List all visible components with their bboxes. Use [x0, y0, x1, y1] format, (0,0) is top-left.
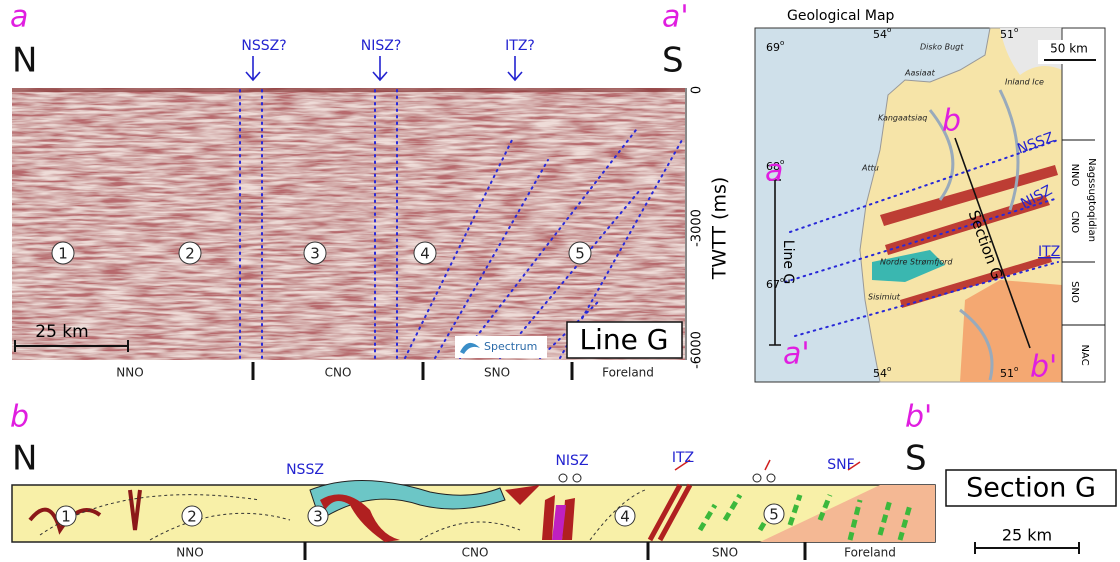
- place-label: Disko Bugt: [920, 43, 964, 52]
- into-plane-symbol: [767, 474, 775, 482]
- figure: a a' N S NSSZ? NISZ? ITZ? 1 2 3 4 5 25 k…: [0, 0, 1120, 562]
- north-label: N: [12, 439, 37, 479]
- legend-terrane: NNO: [1069, 164, 1080, 187]
- zone-label: NISZ?: [361, 38, 402, 54]
- zone-arrows: [246, 56, 522, 80]
- domain-number: 4: [620, 508, 630, 526]
- terrane-label: CNO: [462, 546, 489, 560]
- terrane-label: SNO: [484, 366, 510, 380]
- scale-label: 25 km: [1002, 526, 1052, 545]
- terrane-label: NNO: [176, 546, 203, 560]
- terrane-label: CNO: [325, 366, 352, 380]
- domain-number: 4: [420, 245, 430, 263]
- place-label: Attu: [861, 164, 879, 173]
- line-end-label: a': [783, 337, 810, 372]
- map-panel: Geological Map 69o 68o 67o 54o 51o 54o 5…: [755, 8, 1105, 385]
- lon-num: 54: [873, 28, 887, 41]
- scale-label: 25 km: [35, 322, 88, 342]
- map-title: Geological Map: [787, 8, 895, 24]
- deg-sign: o: [1014, 26, 1018, 34]
- domain-number: 5: [769, 506, 779, 524]
- section-start-label: b: [10, 400, 29, 435]
- legend-terrane: CNO: [1069, 211, 1080, 233]
- north-label: N: [12, 41, 37, 81]
- south-label: S: [905, 439, 927, 479]
- seismic-panel: a a' N S NSSZ? NISZ? ITZ? 1 2 3 4 5 25 k…: [10, 0, 731, 380]
- shape: [508, 56, 522, 80]
- profile-end-label: a': [662, 0, 689, 35]
- deg-sign: o: [887, 365, 891, 373]
- domain-number: 3: [310, 245, 320, 263]
- domain-number: 5: [575, 245, 585, 263]
- axis-title: TWTT (ms): [709, 177, 731, 281]
- zone-label: SNF: [827, 457, 854, 473]
- terrane-label: SNO: [712, 546, 738, 560]
- map-legend-strip: [1062, 28, 1105, 382]
- place-label: Aasiaat: [904, 69, 936, 78]
- domain-number: 3: [313, 508, 323, 526]
- domain-number: 1: [61, 508, 71, 526]
- section-end-label: b': [905, 400, 932, 435]
- place-label: Nordre Strømfjord: [880, 258, 953, 267]
- axis-tick-label: -3000: [690, 209, 705, 247]
- place-label: Sisimiut: [868, 293, 901, 302]
- place-label: Inland Ice: [1005, 78, 1044, 87]
- zone-label: NSSZ?: [241, 38, 286, 54]
- section-end-label: b: [942, 104, 961, 139]
- place-label: Kangaatsiaq: [878, 114, 927, 123]
- out-of-plane-symbol: [753, 474, 761, 482]
- lat-num: 67: [766, 278, 780, 291]
- terrane-label: Foreland: [602, 366, 654, 380]
- logo-text: Spectrum: [484, 340, 537, 353]
- out-of-plane-symbol: [559, 474, 567, 482]
- shape: [373, 56, 387, 80]
- deg-sign: o: [887, 26, 891, 34]
- domain-number: 2: [185, 245, 195, 263]
- section-end-label: b': [1030, 350, 1057, 385]
- deg-sign: o: [1014, 365, 1018, 373]
- into-plane-symbol: [573, 474, 581, 482]
- section-name: Section G: [966, 473, 1096, 504]
- zone-label: NISZ: [555, 453, 588, 469]
- zone-label: NSSZ: [286, 462, 324, 478]
- terrane-label: Foreland: [844, 546, 896, 560]
- shape: [246, 56, 260, 80]
- lon-num: 51: [1000, 367, 1014, 380]
- seafloor: [12, 88, 685, 92]
- domain-number: 2: [187, 508, 197, 526]
- axis-tick-label: -6000: [690, 331, 705, 369]
- lon-num: 54: [873, 367, 887, 380]
- lon-num: 51: [1000, 28, 1014, 41]
- terrane-label: NNO: [116, 366, 143, 380]
- map-scale-label: 50 km: [1050, 42, 1088, 56]
- domain-number: 1: [58, 245, 68, 263]
- zone-label: ITZ?: [505, 38, 535, 54]
- south-label: S: [662, 41, 684, 81]
- lat-num: 69: [766, 41, 780, 54]
- line-end-label: a: [765, 154, 783, 189]
- map-zone-label: ITZ: [1038, 244, 1060, 260]
- legend-terrane: SNO: [1069, 281, 1080, 303]
- zone-label: ITZ: [672, 450, 694, 466]
- terrane-boundaries: [253, 362, 572, 380]
- craton-label: NAC: [1079, 344, 1090, 365]
- line-name: Line G: [580, 323, 669, 356]
- deg-sign: o: [780, 39, 784, 47]
- line-g-label: Line G: [780, 240, 796, 284]
- profile-start-label: a: [10, 0, 28, 35]
- axis-tick-label: 0: [690, 86, 705, 94]
- seismic-image: [12, 88, 685, 360]
- province-label: Nagssugtoqidian: [1086, 158, 1097, 242]
- section-panel: b b' N S NSSZ NISZ ITZ SNF 1 2 3 4 5 NNO…: [10, 400, 1116, 561]
